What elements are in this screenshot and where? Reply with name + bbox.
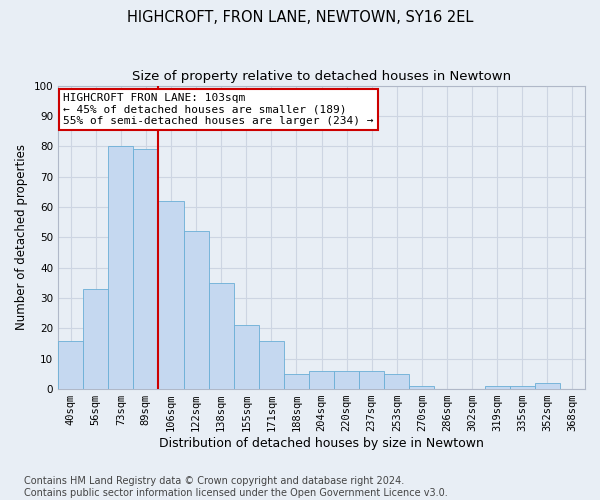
Bar — [58, 340, 83, 389]
Text: Contains HM Land Registry data © Crown copyright and database right 2024.
Contai: Contains HM Land Registry data © Crown c… — [24, 476, 448, 498]
Bar — [158, 201, 184, 389]
X-axis label: Distribution of detached houses by size in Newtown: Distribution of detached houses by size … — [159, 437, 484, 450]
Bar — [108, 146, 133, 389]
Title: Size of property relative to detached houses in Newtown: Size of property relative to detached ho… — [132, 70, 511, 83]
Bar — [334, 371, 359, 389]
Text: HIGHCROFT, FRON LANE, NEWTOWN, SY16 2EL: HIGHCROFT, FRON LANE, NEWTOWN, SY16 2EL — [127, 10, 473, 25]
Bar — [184, 231, 209, 389]
Bar — [83, 289, 108, 389]
Bar — [309, 371, 334, 389]
Text: HIGHCROFT FRON LANE: 103sqm
← 45% of detached houses are smaller (189)
55% of se: HIGHCROFT FRON LANE: 103sqm ← 45% of det… — [64, 93, 374, 126]
Bar — [485, 386, 510, 389]
Bar — [359, 371, 384, 389]
Bar — [133, 150, 158, 389]
Bar — [384, 374, 409, 389]
Bar — [409, 386, 434, 389]
Bar — [284, 374, 309, 389]
Bar — [535, 383, 560, 389]
Bar — [259, 340, 284, 389]
Bar — [510, 386, 535, 389]
Bar — [209, 283, 233, 389]
Y-axis label: Number of detached properties: Number of detached properties — [15, 144, 28, 330]
Bar — [233, 326, 259, 389]
